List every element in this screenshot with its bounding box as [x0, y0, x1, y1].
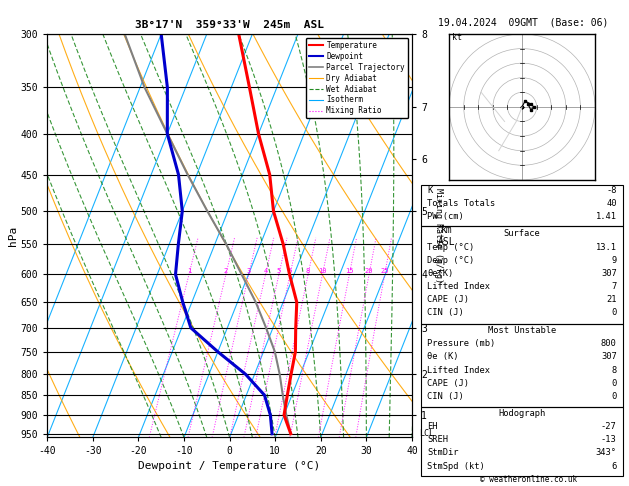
- Text: 6: 6: [288, 268, 292, 275]
- Text: 2: 2: [224, 268, 228, 275]
- Text: 5: 5: [277, 268, 281, 275]
- Title: 3B°17'N  359°33'W  245m  ASL: 3B°17'N 359°33'W 245m ASL: [135, 20, 324, 31]
- Text: SREH: SREH: [428, 435, 448, 444]
- Text: 3: 3: [247, 268, 251, 275]
- Text: CAPE (J): CAPE (J): [428, 295, 469, 304]
- Text: CIN (J): CIN (J): [428, 309, 464, 317]
- Text: CIN (J): CIN (J): [428, 392, 464, 401]
- Text: 8: 8: [611, 365, 616, 375]
- Text: Dewp (°C): Dewp (°C): [428, 256, 475, 265]
- Text: -13: -13: [601, 435, 616, 444]
- Text: 1: 1: [187, 268, 191, 275]
- Text: Most Unstable: Most Unstable: [488, 326, 556, 335]
- Text: Temp (°C): Temp (°C): [428, 243, 475, 252]
- Text: Mixing Ratio (g/kg): Mixing Ratio (g/kg): [434, 188, 443, 283]
- Text: LCL: LCL: [419, 429, 434, 438]
- Text: 20: 20: [365, 268, 374, 275]
- Text: 307: 307: [601, 352, 616, 361]
- Text: 0: 0: [611, 379, 616, 388]
- Text: 0: 0: [611, 309, 616, 317]
- Text: 6: 6: [611, 462, 616, 470]
- Text: 21: 21: [606, 295, 616, 304]
- Text: 10: 10: [318, 268, 326, 275]
- Text: -27: -27: [601, 422, 616, 431]
- Text: 343°: 343°: [596, 448, 616, 457]
- Legend: Temperature, Dewpoint, Parcel Trajectory, Dry Adiabat, Wet Adiabat, Isotherm, Mi: Temperature, Dewpoint, Parcel Trajectory…: [306, 38, 408, 119]
- Text: 307: 307: [601, 269, 616, 278]
- Y-axis label: hPa: hPa: [8, 226, 18, 246]
- Text: -8: -8: [606, 186, 616, 195]
- Text: Pressure (mb): Pressure (mb): [428, 339, 496, 348]
- Text: PW (cm): PW (cm): [428, 212, 464, 221]
- Text: EH: EH: [428, 422, 438, 431]
- Text: 25: 25: [381, 268, 389, 275]
- Text: 1.41: 1.41: [596, 212, 616, 221]
- Text: 15: 15: [345, 268, 353, 275]
- Text: kt: kt: [452, 33, 462, 42]
- Text: Surface: Surface: [504, 229, 540, 238]
- Text: θe (K): θe (K): [428, 352, 459, 361]
- Text: StmSpd (kt): StmSpd (kt): [428, 462, 485, 470]
- Text: 40: 40: [606, 199, 616, 208]
- Text: Totals Totals: Totals Totals: [428, 199, 496, 208]
- Text: 4: 4: [264, 268, 268, 275]
- Text: © weatheronline.co.uk: © weatheronline.co.uk: [480, 474, 577, 484]
- Text: θe(K): θe(K): [428, 269, 454, 278]
- Text: 0: 0: [611, 392, 616, 401]
- Text: K: K: [428, 186, 433, 195]
- Text: 13.1: 13.1: [596, 243, 616, 252]
- Text: 8: 8: [306, 268, 310, 275]
- X-axis label: Dewpoint / Temperature (°C): Dewpoint / Temperature (°C): [138, 461, 321, 470]
- Text: Lifted Index: Lifted Index: [428, 282, 491, 291]
- Y-axis label: km
ASL: km ASL: [438, 225, 455, 246]
- Text: 7: 7: [611, 282, 616, 291]
- Text: 800: 800: [601, 339, 616, 348]
- Text: Hodograph: Hodograph: [498, 409, 546, 418]
- Text: Lifted Index: Lifted Index: [428, 365, 491, 375]
- Text: CAPE (J): CAPE (J): [428, 379, 469, 388]
- Text: 19.04.2024  09GMT  (Base: 06): 19.04.2024 09GMT (Base: 06): [438, 17, 609, 27]
- Text: StmDir: StmDir: [428, 448, 459, 457]
- Text: 9: 9: [611, 256, 616, 265]
